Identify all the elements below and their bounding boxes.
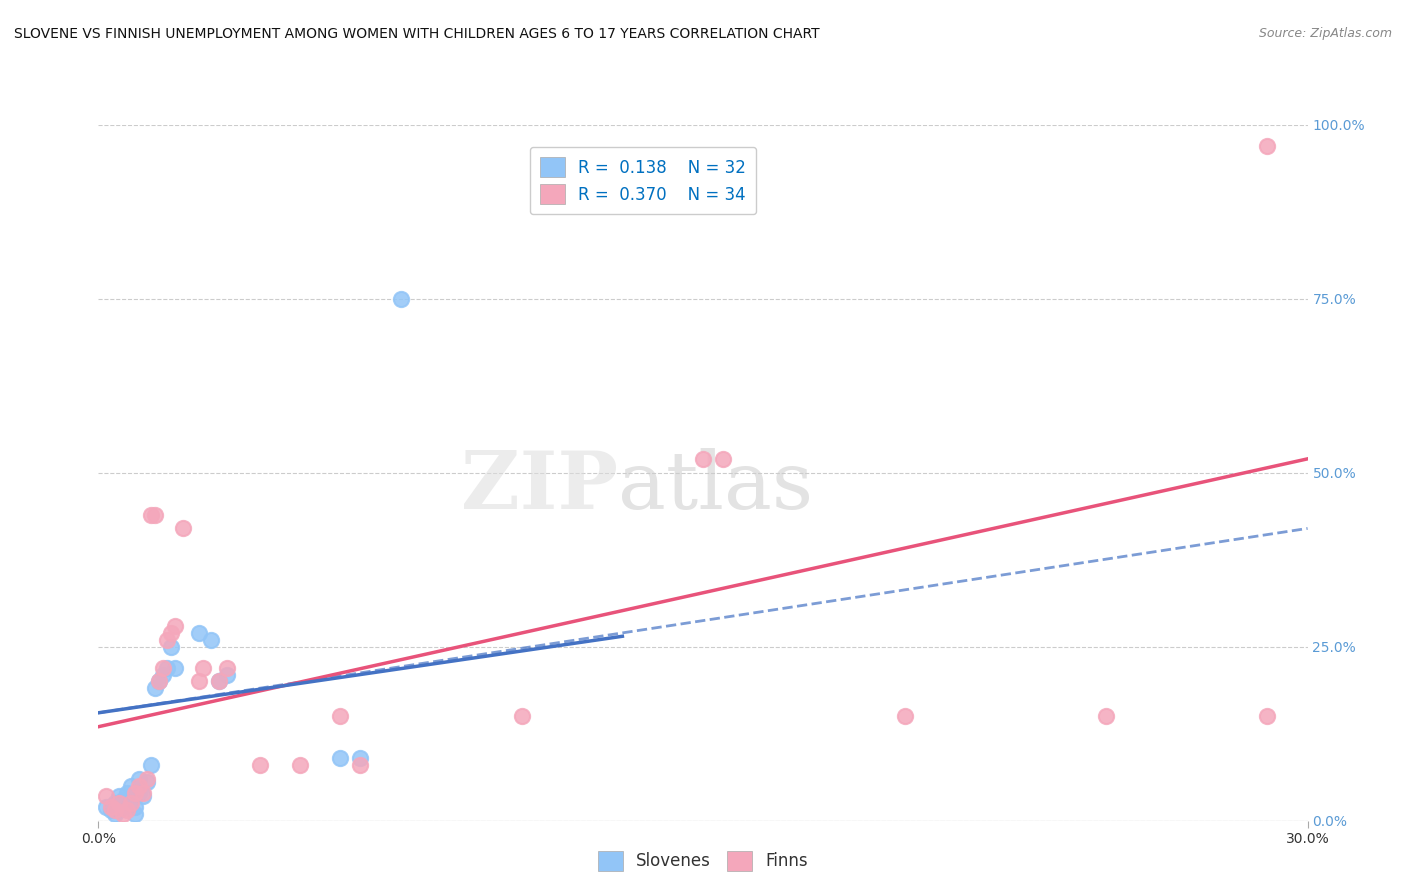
Point xyxy=(1256,138,1278,153)
Point xyxy=(120,796,142,810)
Point xyxy=(148,674,170,689)
Text: Source: ZipAtlas.com: Source: ZipAtlas.com xyxy=(1258,27,1392,40)
Point xyxy=(160,640,183,654)
Point xyxy=(96,799,118,814)
Point xyxy=(193,660,215,674)
Point xyxy=(208,674,231,689)
Point xyxy=(893,709,915,723)
Point xyxy=(188,625,211,640)
Point xyxy=(143,508,166,522)
Point xyxy=(103,796,125,810)
Point xyxy=(103,806,125,821)
Point xyxy=(100,799,122,814)
Point xyxy=(288,758,311,772)
Point xyxy=(135,775,157,789)
Point xyxy=(115,796,138,810)
Text: atlas: atlas xyxy=(619,448,814,525)
Point xyxy=(160,625,183,640)
Point xyxy=(329,751,352,765)
Point xyxy=(111,806,134,821)
Point xyxy=(156,632,179,647)
Point xyxy=(103,803,125,817)
Point xyxy=(1095,709,1118,723)
Point xyxy=(163,660,186,674)
Point xyxy=(156,660,179,674)
Point xyxy=(249,758,271,772)
Point xyxy=(329,709,352,723)
Point xyxy=(188,674,211,689)
Point xyxy=(107,789,129,804)
Point xyxy=(135,772,157,786)
Point xyxy=(139,508,162,522)
Point xyxy=(711,451,734,466)
Point xyxy=(128,772,150,786)
Point xyxy=(100,803,122,817)
Point xyxy=(120,793,142,807)
Point xyxy=(115,803,138,817)
Point xyxy=(143,681,166,696)
Point xyxy=(510,709,533,723)
Point xyxy=(163,619,186,633)
Point xyxy=(124,799,146,814)
Point xyxy=(148,674,170,689)
Point xyxy=(115,786,138,800)
Point xyxy=(128,786,150,800)
Point xyxy=(152,667,174,681)
Point xyxy=(152,660,174,674)
Point xyxy=(107,796,129,810)
Point xyxy=(208,674,231,689)
Point xyxy=(217,667,239,681)
Text: ZIP: ZIP xyxy=(461,448,619,525)
Legend: Slovenes, Finns: Slovenes, Finns xyxy=(591,844,815,878)
Point xyxy=(389,292,412,306)
Point xyxy=(120,779,142,793)
Point xyxy=(217,660,239,674)
Point xyxy=(139,758,162,772)
Point xyxy=(111,799,134,814)
Point xyxy=(96,789,118,804)
Point xyxy=(200,632,222,647)
Legend: R =  0.138    N = 32, R =  0.370    N = 34: R = 0.138 N = 32, R = 0.370 N = 34 xyxy=(530,147,756,214)
Point xyxy=(107,803,129,817)
Point xyxy=(349,751,371,765)
Point xyxy=(111,793,134,807)
Point xyxy=(692,451,714,466)
Point xyxy=(124,806,146,821)
Point xyxy=(132,786,155,800)
Point xyxy=(349,758,371,772)
Point xyxy=(128,779,150,793)
Point xyxy=(172,521,194,535)
Point xyxy=(124,786,146,800)
Point xyxy=(1256,709,1278,723)
Point xyxy=(132,789,155,804)
Text: SLOVENE VS FINNISH UNEMPLOYMENT AMONG WOMEN WITH CHILDREN AGES 6 TO 17 YEARS COR: SLOVENE VS FINNISH UNEMPLOYMENT AMONG WO… xyxy=(14,27,820,41)
